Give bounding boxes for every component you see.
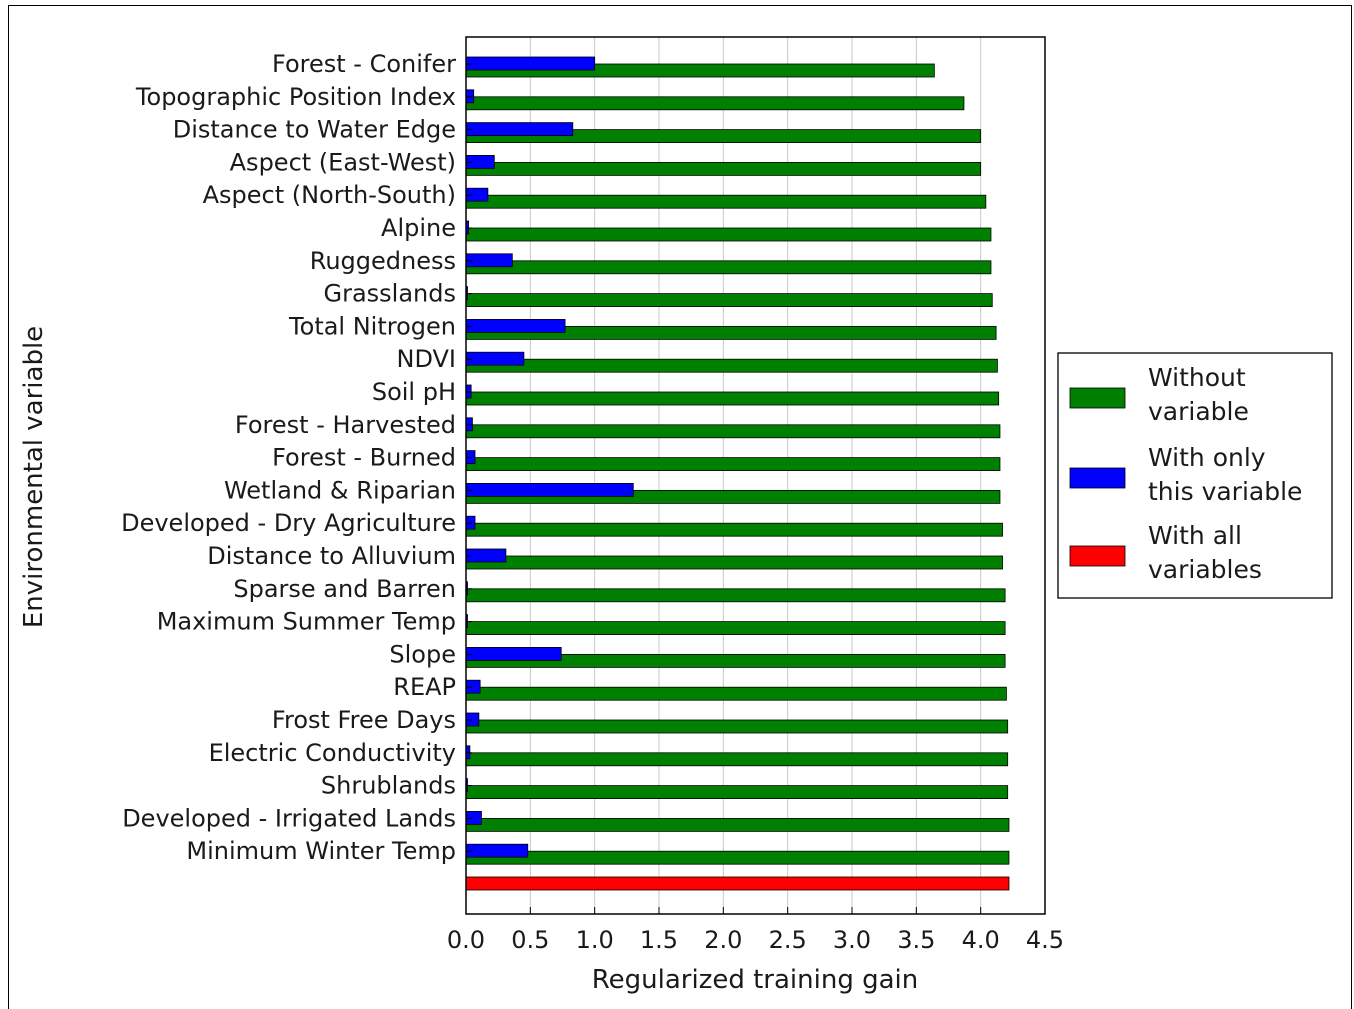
bar-without-variable	[465, 358, 998, 373]
x-tick-label: 4.0	[962, 926, 1000, 954]
category-label: Ruggedness	[310, 247, 456, 275]
category-label: Forest - Harvested	[235, 411, 456, 439]
x-tick-label: 0.0	[447, 926, 485, 954]
bar-without-variable	[465, 818, 1010, 832]
figure-frame	[8, 5, 1352, 1009]
x-tick-label: 1.0	[576, 926, 614, 954]
grid-lines	[529, 37, 982, 914]
category-label: Developed - Dry Agriculture	[121, 509, 456, 537]
bar-without-variable	[465, 555, 1003, 570]
x-axis-label: Regularized training gain	[592, 965, 919, 995]
legend-label: With all	[1148, 521, 1242, 550]
bar-without-variable	[465, 621, 1006, 635]
bar-without-variable	[465, 227, 992, 242]
legend-swatch-all	[1069, 545, 1126, 567]
category-label: Grasslands	[323, 280, 456, 308]
category-label: Electric Conductivity	[209, 739, 456, 767]
x-tick-label: 2.5	[769, 926, 807, 954]
bar-with-only-this-variable	[465, 843, 529, 858]
category-label: Slope	[389, 640, 456, 668]
x-tick-label: 0.5	[511, 926, 549, 954]
legend-label: variables	[1148, 555, 1262, 584]
bar-with-only-this-variable	[465, 647, 562, 661]
bar-without-variable	[465, 785, 1009, 799]
x-tick-label: 1.5	[640, 926, 678, 954]
bar-without-variable	[465, 588, 1006, 603]
category-label: Total Nitrogen	[288, 312, 456, 340]
bar-with-only-this-variable	[465, 56, 596, 71]
bar-with-only-this-variable	[465, 122, 574, 136]
legend-label: variable	[1148, 397, 1249, 426]
plot-area	[465, 36, 1046, 915]
category-label: NDVI	[396, 345, 456, 373]
x-tick-label: 3.5	[897, 926, 935, 954]
category-label: Developed - Irrigated Lands	[122, 804, 456, 832]
x-tick-label: 4.5	[1026, 926, 1064, 954]
category-labels: Forest - Conifer Topographic Position Ind…	[121, 50, 472, 865]
bar-without-variable	[465, 391, 1000, 406]
bar-without-variable	[465, 424, 1001, 439]
category-label: Aspect (East-West)	[230, 148, 456, 176]
bar-with-only-this-variable	[465, 253, 513, 268]
x-axis-ticks: 0.0 0.5 1.0 1.5 2.0 2.5 3.0 3.5 4.0 4.5	[447, 907, 1064, 954]
bar-without-variable	[465, 752, 1009, 767]
bars	[465, 56, 1010, 891]
category-label: Shrublands	[321, 772, 456, 800]
category-label: Forest - Conifer	[272, 50, 456, 78]
category-label: Alpine	[381, 214, 456, 242]
bar-without-variable	[465, 719, 1009, 734]
legend: Without variable With only this variable Wit…	[1057, 352, 1333, 599]
bar-without-variable	[465, 293, 993, 308]
bar-with-only-this-variable	[465, 318, 566, 333]
category-label: Topographic Position Index	[135, 83, 456, 111]
category-label: Soil pH	[372, 378, 456, 406]
bar-without-variable	[465, 522, 1003, 537]
bar-without-variable	[465, 686, 1007, 701]
legend-label: this variable	[1148, 477, 1302, 506]
category-label: Forest - Burned	[272, 444, 456, 472]
bar-without-variable	[465, 850, 1010, 865]
category-label: Wetland & Riparian	[224, 476, 456, 504]
category-label: Distance to Water Edge	[173, 116, 456, 144]
y-axis-label: Environmental variable	[19, 326, 49, 628]
category-label: Aspect (North-South)	[203, 181, 456, 209]
bar-with-only-this-variable	[465, 351, 525, 366]
category-label: REAP	[393, 673, 456, 701]
category-label: Maximum Summer Temp	[157, 608, 456, 636]
bar-without-variable	[465, 194, 987, 209]
category-label: Minimum Winter Temp	[186, 837, 456, 865]
bar-with-all-variables	[465, 876, 1010, 891]
bar-without-variable	[465, 457, 1001, 472]
category-label: Sparse and Barren	[233, 575, 456, 603]
category-label: Distance to Alluvium	[207, 542, 456, 570]
x-tick-label: 3.0	[833, 926, 871, 954]
x-tick-label: 2.0	[704, 926, 742, 954]
legend-label: Without	[1148, 363, 1246, 392]
legend-swatch-without	[1069, 387, 1126, 409]
bar-without-variable	[465, 96, 965, 111]
bar-without-variable	[465, 260, 992, 275]
bar-without-variable	[465, 161, 982, 176]
legend-swatch-only	[1069, 467, 1126, 489]
bar-with-only-this-variable	[465, 482, 634, 497]
legend-label: With only	[1148, 443, 1266, 472]
category-label: Frost Free Days	[272, 706, 456, 734]
